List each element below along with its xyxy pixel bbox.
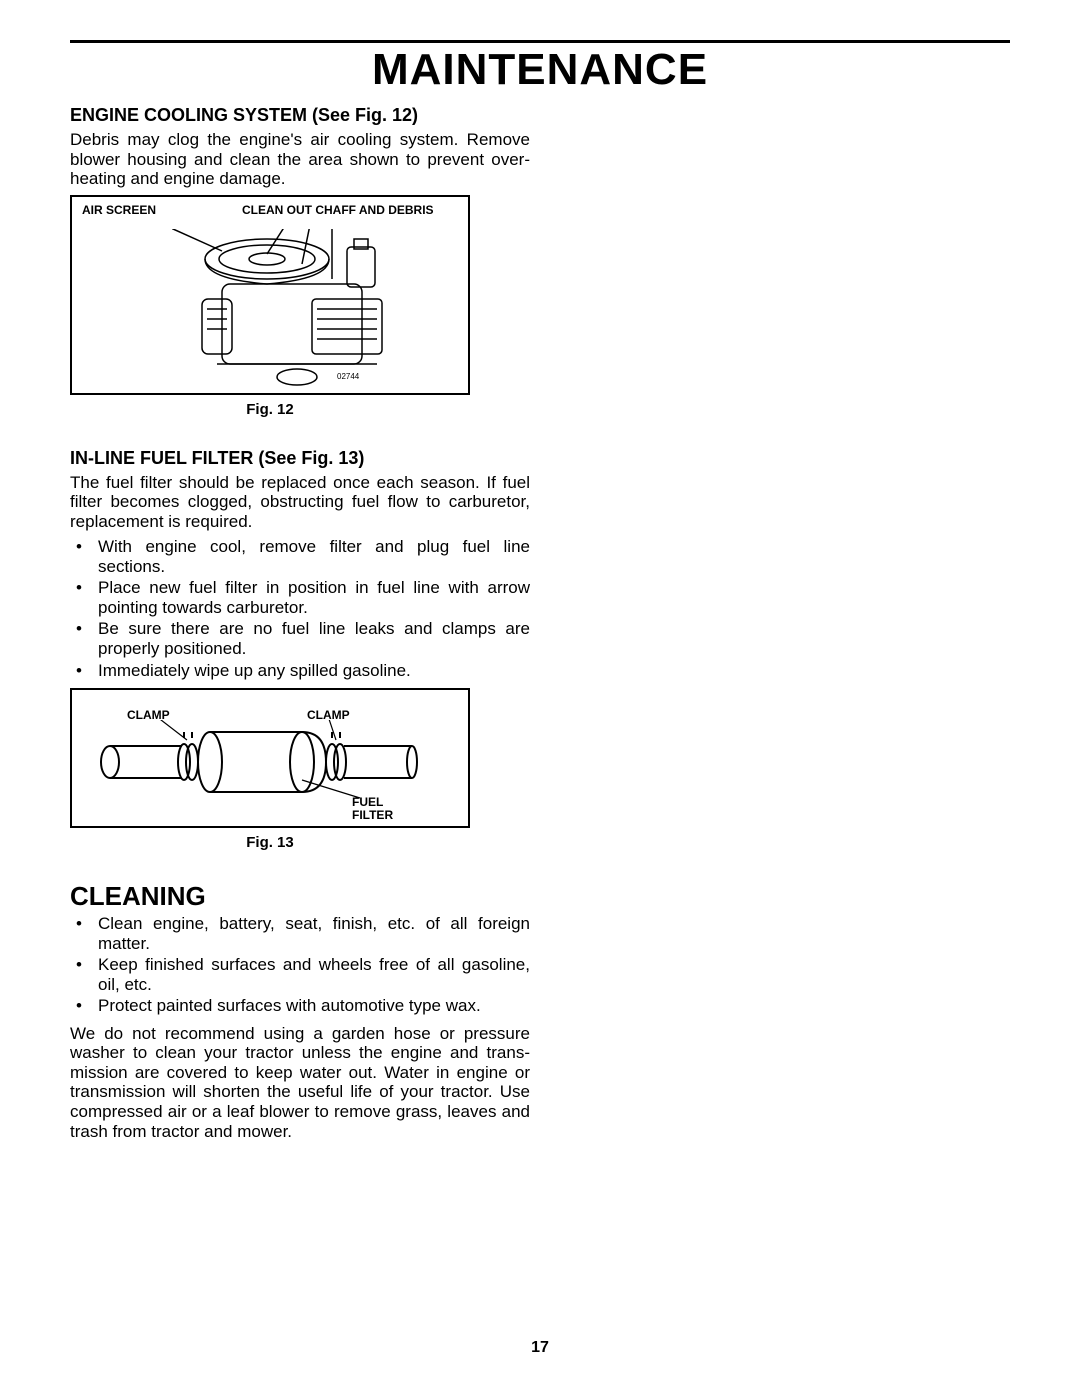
- para-cleaning: We do not recommend using a garden hose …: [70, 1024, 530, 1141]
- list-item: Be sure there are no fuel line leaks and…: [70, 619, 530, 658]
- page: MAINTENANCE ENGINE COOLING SYSTEM (See F…: [0, 0, 1080, 1167]
- list-item: Keep finished surfaces and wheels free o…: [70, 955, 530, 994]
- section-heading-engine-cooling: ENGINE COOLING SYSTEM (See Fig. 12): [70, 105, 530, 126]
- list-item: Place new fuel filter in position in fue…: [70, 578, 530, 617]
- section-heading-fuel-filter: IN-LINE FUEL FILTER (See Fig. 13): [70, 448, 530, 469]
- partnum-label: 02744: [337, 372, 360, 381]
- engine-diagram-icon: 02744: [172, 229, 412, 389]
- list-item: With engine cool, remove filter and plug…: [70, 537, 530, 576]
- figure-13-box: CLAMP CLAMP FUEL FILTER: [70, 688, 470, 828]
- section-heading-cleaning: CLEANING: [70, 881, 530, 912]
- fuel-filter-diagram-icon: [92, 720, 452, 820]
- left-column: ENGINE COOLING SYSTEM (See Fig. 12) Debr…: [70, 105, 530, 1141]
- label-clean-chaff: CLEAN OUT CHAFF AND DEBRIS: [242, 203, 434, 217]
- list-item: Immediately wipe up any spilled gasoline…: [70, 661, 530, 681]
- page-title: MAINTENANCE: [70, 45, 1010, 95]
- list-item: Protect painted surfaces with automotive…: [70, 996, 530, 1016]
- figure-13-caption: Fig. 13: [70, 834, 470, 851]
- bullets-cleaning: Clean engine, battery, seat, finish, etc…: [70, 914, 530, 1016]
- bullets-fuel-filter: With engine cool, remove filter and plug…: [70, 537, 530, 680]
- para-fuel-filter: The fuel filter should be replaced once …: [70, 473, 530, 532]
- top-rule: [70, 40, 1010, 43]
- figure-12-box: AIR SCREEN CLEAN OUT CHAFF AND DEBRIS: [70, 195, 470, 395]
- page-number: 17: [0, 1339, 1080, 1357]
- para-engine-cooling: Debris may clog the engine's air cooling…: [70, 130, 530, 189]
- figure-12-caption: Fig. 12: [70, 401, 470, 418]
- list-item: Clean engine, battery, seat, finish, etc…: [70, 914, 530, 953]
- label-air-screen: AIR SCREEN: [82, 203, 156, 217]
